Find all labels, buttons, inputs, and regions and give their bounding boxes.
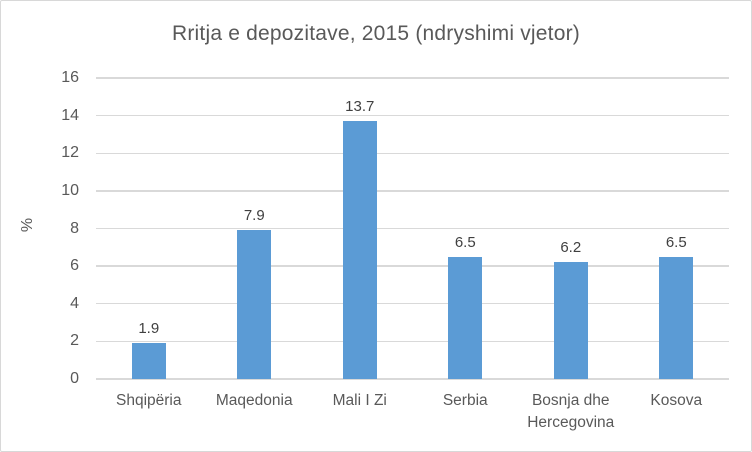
x-tick-label-4: Bosnja dhe Hercegovina <box>527 392 615 432</box>
gridline-y-10 <box>96 190 729 192</box>
y-tick-label-6: 6 <box>70 257 79 275</box>
bar-value-label: 6.2 <box>560 239 582 257</box>
x-tick-label-3: Serbia <box>442 392 488 409</box>
bar-slot-1: 7.9 <box>202 78 308 379</box>
bar-value-label: 13.7 <box>345 98 375 116</box>
y-tick-label-0: 0 <box>70 370 79 387</box>
bar-slot-4: 6.2 <box>518 78 624 379</box>
bar-slot-5: 6.5 <box>624 78 730 379</box>
bar <box>448 256 483 379</box>
y-tick-label-14: 14 <box>61 106 79 124</box>
gridline-y-4 <box>96 303 729 305</box>
bar <box>131 343 166 379</box>
y-tick-label-2: 2 <box>70 332 79 350</box>
bar-slot-0: 1.9 <box>96 78 202 379</box>
bar-value-label: 1.9 <box>138 320 160 338</box>
x-axis-tick-labels: Shqipëria Maqedonia Mali I Zi Serbia Bosnja … <box>96 390 729 435</box>
y-axis-tick-labels: 0 2 4 6 8 10 12 14 16 <box>1 69 79 387</box>
bar-value-label: 6.5 <box>454 233 476 251</box>
gridline-y-16 <box>96 77 729 79</box>
y-tick-label-10: 10 <box>61 181 79 199</box>
y-tick-label-4: 4 <box>70 294 79 312</box>
gridline-y-12 <box>96 152 729 154</box>
y-tick-label-8: 8 <box>70 219 79 237</box>
x-tick-label-1: Maqedonia <box>215 392 293 409</box>
x-tick-label-5: Kosova <box>650 392 703 409</box>
gridline-y-6 <box>96 265 729 267</box>
bar-slot-3: 6.5 <box>413 78 519 379</box>
gridline-y-14 <box>96 114 729 117</box>
bar-value-label: 6.5 <box>665 233 687 251</box>
bar <box>237 230 272 379</box>
bar <box>553 262 588 379</box>
y-tick-label-12: 12 <box>61 144 79 162</box>
gridline-y-2 <box>96 340 729 343</box>
chart-title: Rritja e depozitave, 2015 (ndryshimi vje… <box>172 22 580 45</box>
gridline-y-0 <box>96 378 729 380</box>
plot-area: 1.9 7.9 13.7 6.5 6.2 6.5 <box>96 77 729 380</box>
bars-layer: 1.9 7.9 13.7 6.5 6.2 6.5 <box>96 78 729 379</box>
x-tick-label-0: Shqipëria <box>116 392 182 409</box>
bar <box>659 256 694 379</box>
bar-value-label: 7.9 <box>243 207 265 225</box>
x-tick-label-2: Mali I Zi <box>332 392 387 409</box>
gridline-y-8 <box>96 227 729 230</box>
bar <box>342 121 377 379</box>
y-tick-label-16: 16 <box>61 69 79 86</box>
bar-slot-2: 13.7 <box>307 78 413 379</box>
